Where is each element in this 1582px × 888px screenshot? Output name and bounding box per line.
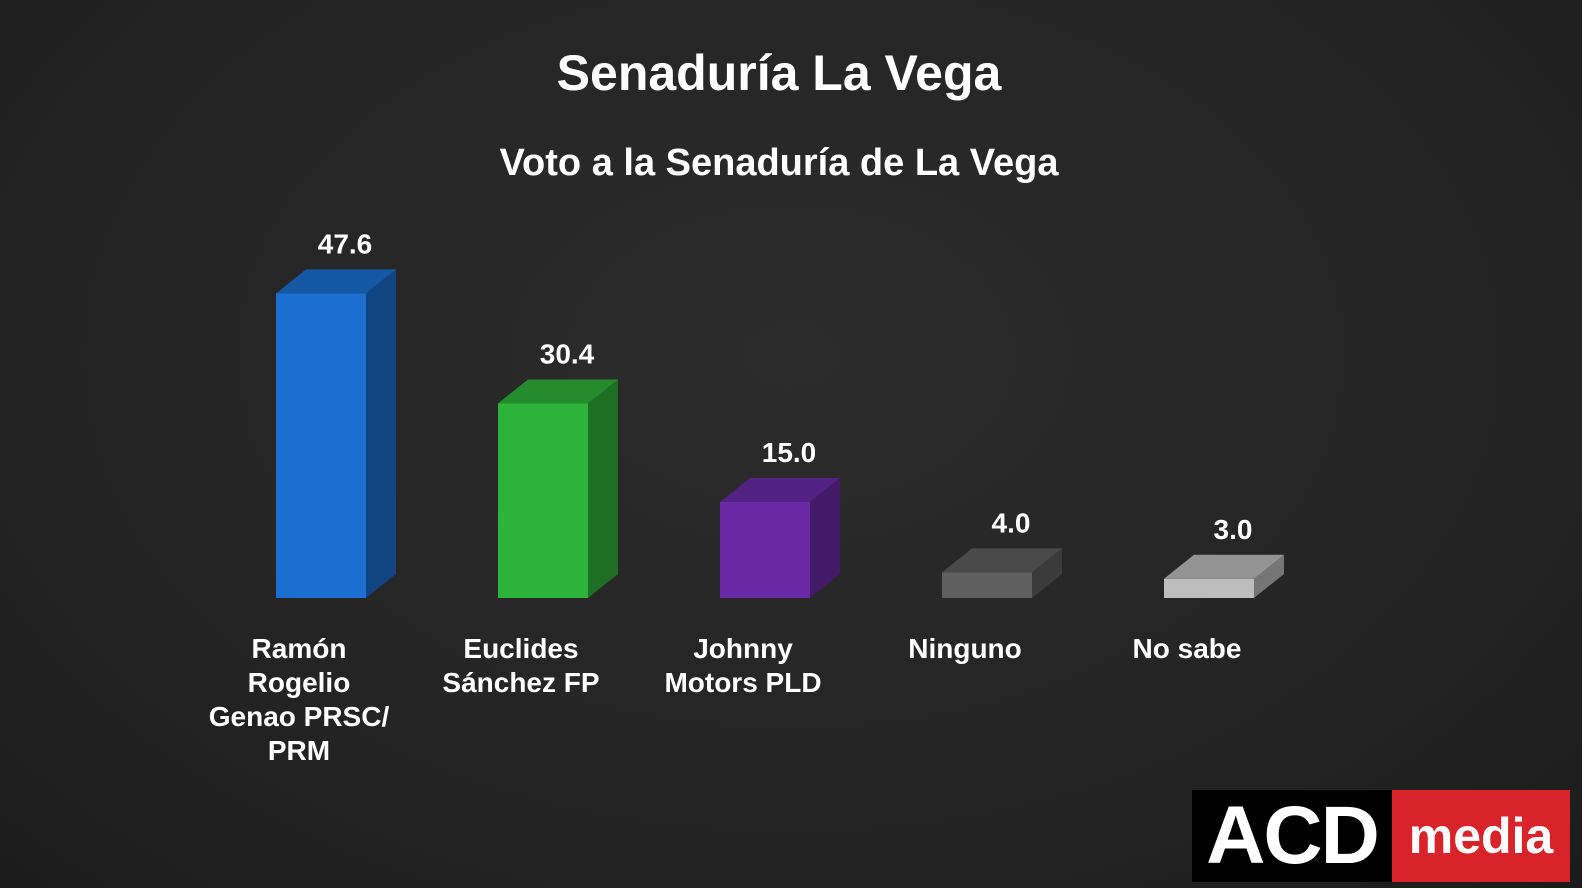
data-label: 3.0	[1214, 514, 1253, 545]
category-label: Ninguno	[908, 633, 1022, 664]
bar-top	[1164, 554, 1284, 579]
bar	[720, 502, 810, 598]
acd-media-logo: ACD media	[1192, 790, 1570, 882]
bar-side	[588, 379, 618, 598]
bar-top	[942, 548, 1062, 573]
category-label: Euclides Sánchez FP	[442, 633, 600, 698]
bar-top	[498, 379, 618, 404]
bar-side	[1032, 548, 1062, 598]
bar	[498, 403, 588, 598]
bar-side	[1254, 554, 1284, 598]
data-label: 30.4	[540, 338, 595, 369]
data-label: 47.6	[318, 228, 373, 259]
bar-side	[366, 269, 396, 598]
bar	[1164, 578, 1254, 598]
logo-acd-text: ACD	[1192, 790, 1392, 882]
chart-title: Senaduría La Vega	[556, 45, 1002, 101]
bar-top	[276, 269, 396, 294]
bar	[276, 293, 366, 598]
data-label: 4.0	[992, 507, 1031, 538]
data-label: 15.0	[762, 437, 817, 468]
bar-top	[720, 478, 840, 502]
category-label: No sabe	[1132, 633, 1242, 664]
bar	[942, 572, 1032, 598]
category-label: Ramón Rogelio Genao PRSC/ PRM	[208, 633, 390, 766]
chart-subtitle: Voto a la Senaduría de La Vega	[499, 142, 1059, 184]
bar-side	[810, 478, 840, 598]
category-label: Johnny Motors PLD	[664, 633, 822, 698]
logo-media-text: media	[1392, 790, 1570, 882]
